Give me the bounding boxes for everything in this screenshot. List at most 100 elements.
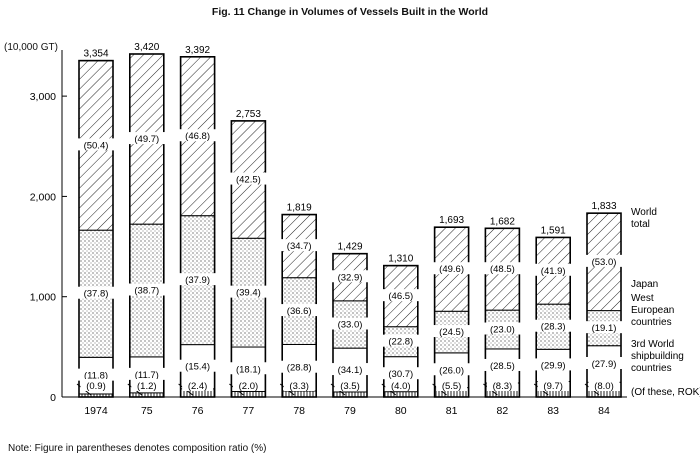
labels: 3,354 (50.4) (37.8) (11.8)(0.9) 1974 3,420 (49… — [77, 42, 623, 417]
legend-world-total: World — [631, 207, 657, 218]
share-label-third-world-bg — [230, 362, 267, 375]
total-label: 1,429 — [337, 242, 362, 253]
legend-japan: Japan — [631, 279, 658, 290]
share-label-west-europe: (23.0) — [490, 325, 515, 336]
legend-third-world: 3rd World — [631, 339, 674, 350]
legend-west-european: countries — [631, 317, 672, 328]
y-tick-label: 2,000 — [30, 191, 56, 203]
share-label-japan: (50.4) — [84, 140, 109, 151]
share-label-west-europe: (33.0) — [338, 319, 363, 330]
share-label-japan: (34.7) — [287, 241, 312, 252]
share-label-japan: (32.9) — [338, 272, 363, 283]
share-label-japan: (48.5) — [490, 264, 515, 275]
share-label-third-world: (29.9) — [541, 360, 566, 371]
total-label: 3,392 — [185, 45, 210, 56]
share-label-japan-bg — [585, 254, 623, 267]
total-label: 1,591 — [541, 225, 566, 236]
share-label-rok-bg — [537, 379, 569, 391]
share-label-west-europe-bg — [382, 334, 419, 347]
y-tick-label: 0 — [50, 392, 56, 404]
share-label-rok-bg — [80, 379, 112, 391]
legend: WorldtotalJapanWestEuropeancountries3rd … — [631, 207, 700, 398]
share-label-west-europe: (38.7) — [134, 285, 159, 296]
share-label-third-world-bg — [585, 357, 623, 370]
share-label-japan-bg — [535, 263, 572, 276]
share-label-west-europe-bg — [535, 319, 572, 332]
x-tick-label: 79 — [344, 405, 356, 417]
share-label-west-europe: (37.9) — [185, 275, 210, 286]
total-label: 1,693 — [439, 215, 464, 226]
share-label-japan-bg — [230, 172, 267, 185]
total-label: 1,819 — [287, 203, 312, 214]
share-label-rok: (9.7) — [543, 381, 563, 392]
total-label: 1,833 — [591, 201, 616, 212]
total-label: 3,420 — [134, 42, 159, 53]
share-label-third-world: (18.1) — [236, 364, 261, 375]
x-tick-label: 81 — [446, 405, 458, 417]
y-tick-label: 3,000 — [30, 91, 56, 103]
share-label-third-world-bg — [128, 367, 165, 380]
share-label-west-europe-bg — [230, 285, 267, 298]
x-tick-label: 75 — [141, 405, 153, 417]
share-label-third-world: (28.8) — [287, 363, 312, 374]
bar-outline — [586, 212, 622, 398]
bar-outline — [78, 59, 114, 398]
legend-third-world: shipbuilding — [631, 351, 684, 362]
bar-outline — [535, 236, 572, 398]
legend-third-world: countries — [631, 363, 672, 374]
share-label-west-europe-bg — [331, 317, 369, 330]
share-label-rok: (2.0) — [239, 381, 259, 392]
share-label-rok: (4.0) — [391, 381, 411, 392]
share-label-third-world-bg — [179, 359, 216, 372]
x-tick-label: 84 — [598, 405, 610, 417]
share-label-third-world: (11.8) — [84, 371, 108, 382]
y-tick-label: 1,000 — [30, 292, 56, 304]
share-label-third-world-bg — [433, 363, 470, 376]
chart-title: Fig. 11 Change in Volumes of Vessels Bui… — [211, 6, 489, 18]
share-label-rok-bg — [232, 379, 264, 391]
share-label-rok: (1.2) — [137, 381, 157, 392]
share-label-rok: (3.3) — [289, 381, 309, 392]
share-label-rok: (8.3) — [493, 381, 513, 392]
share-label-japan: (49.6) — [439, 264, 464, 275]
share-label-rok: (5.5) — [442, 381, 462, 392]
share-label-japan: (46.8) — [185, 131, 210, 142]
share-label-rok: (8.0) — [594, 381, 614, 392]
x-tick-label: 78 — [293, 405, 305, 417]
x-tick-label: 82 — [497, 405, 509, 417]
bar-outline — [382, 264, 419, 398]
share-label-third-world-bg — [382, 367, 419, 380]
share-label-third-world: (34.1) — [338, 365, 363, 376]
share-label-rok-bg — [131, 379, 163, 391]
share-label-japan-bg — [433, 262, 470, 275]
footnote: Note: Figure in parentheses denotes comp… — [8, 443, 267, 454]
share-label-rok-bg — [334, 379, 366, 391]
segment-rok — [230, 390, 266, 398]
share-label-west-europe-bg — [128, 283, 165, 296]
legend-west-european: West — [631, 293, 654, 304]
share-label-japan-bg — [179, 129, 216, 142]
total-label: 2,753 — [236, 109, 261, 120]
share-label-japan: (49.7) — [134, 134, 159, 145]
share-label-west-europe-bg — [433, 325, 470, 338]
share-label-japan-bg — [128, 132, 165, 145]
share-label-west-europe: (37.8) — [84, 289, 109, 300]
share-label-japan: (42.5) — [236, 175, 261, 186]
share-label-west-europe-bg — [484, 322, 521, 335]
share-label-rok-bg — [588, 379, 620, 391]
legend-rok: (Of these, ROK) — [631, 387, 700, 398]
share-label-west-europe-bg — [281, 304, 318, 317]
share-label-west-europe: (24.5) — [439, 327, 464, 338]
share-label-japan: (41.9) — [541, 266, 566, 277]
share-label-third-world-bg — [484, 358, 521, 371]
share-label-japan-bg — [281, 239, 318, 252]
bars — [76, 53, 622, 398]
share-label-japan-bg — [77, 138, 115, 151]
share-label-japan-bg — [331, 270, 369, 283]
total-label: 3,354 — [83, 49, 108, 60]
share-label-third-world: (26.0) — [439, 365, 464, 376]
share-label-west-europe: (28.3) — [541, 322, 566, 333]
share-label-rok-bg — [436, 379, 468, 391]
share-label-rok-bg — [283, 379, 315, 391]
share-label-japan: (46.5) — [388, 291, 413, 302]
